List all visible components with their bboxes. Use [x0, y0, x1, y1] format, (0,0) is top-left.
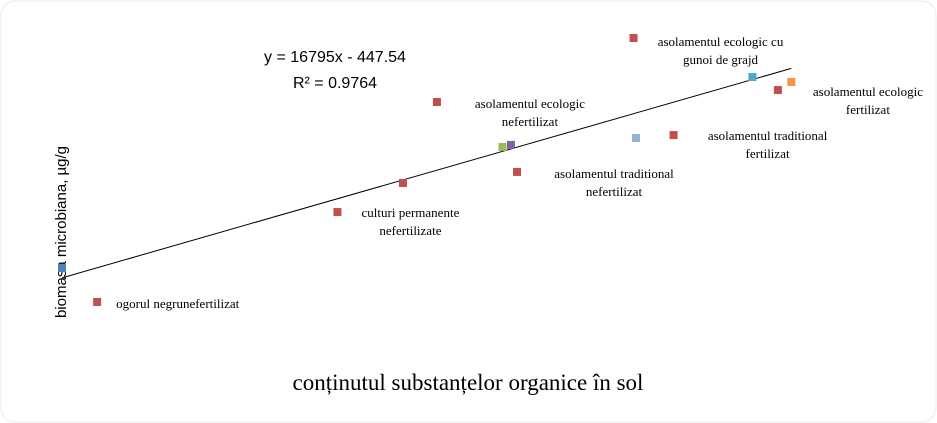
- point: [333, 208, 342, 217]
- point-label: fertilizat: [746, 146, 790, 161]
- point: [631, 134, 640, 143]
- point-label: asolamentul ecologic cu: [658, 34, 784, 49]
- point-label: asolamentul traditional: [708, 128, 828, 143]
- point-label: fertilizat: [846, 102, 890, 117]
- point: [93, 297, 102, 306]
- point: [432, 98, 441, 107]
- point: [506, 140, 515, 149]
- trend-equation: y = 16795x - 447.54: [264, 49, 406, 66]
- point: [773, 86, 782, 95]
- point-label: gunoi de grajd: [683, 52, 759, 67]
- point-label: nefertilizat: [502, 114, 559, 129]
- point: [513, 167, 522, 176]
- point: [629, 34, 638, 43]
- point: [787, 78, 796, 87]
- point-label: nefertilizate: [379, 223, 441, 238]
- r-squared: R² = 0.9764: [293, 75, 377, 92]
- point: [498, 142, 507, 151]
- point-label: asolamentul ecologic: [813, 84, 923, 99]
- point: [398, 178, 407, 187]
- point-label: culturi permanente: [362, 205, 460, 220]
- point-label: asolamentul ecologic: [475, 96, 585, 111]
- point-label: nefertilizat: [586, 184, 643, 199]
- point-label: asolamentul traditional: [554, 166, 674, 181]
- point: [57, 264, 66, 273]
- x-axis-label: conținutul substanțelor organice în sol: [293, 370, 644, 395]
- trendline: [61, 67, 792, 279]
- point-label: ogorul negrunefertilizat: [116, 296, 239, 311]
- point: [748, 73, 757, 82]
- point: [669, 131, 678, 140]
- y-axis-label: biomasa microbiana, µg/g: [53, 146, 70, 318]
